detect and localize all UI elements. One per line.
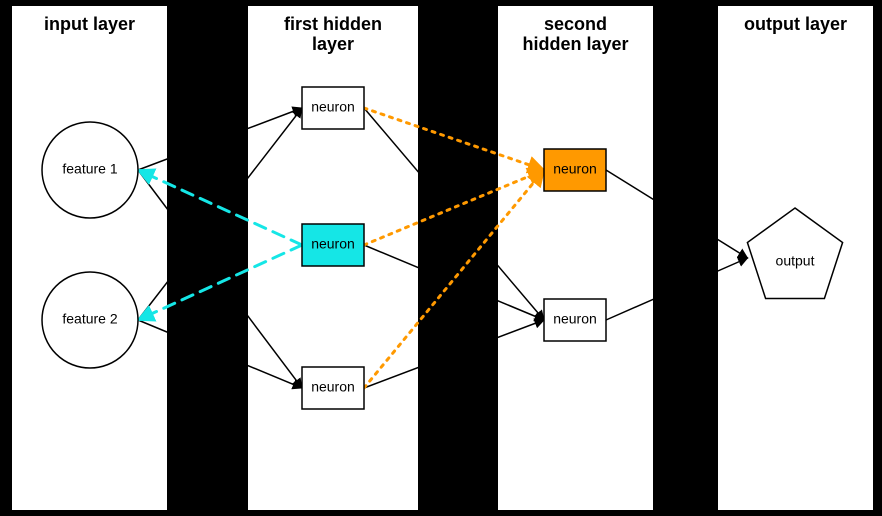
node-label-input2: feature 2 <box>62 311 117 327</box>
node-label-h1n1: neuron <box>311 99 355 115</box>
panel-title-hidden1: first hidden <box>284 14 382 34</box>
node-label-h1n2: neuron <box>311 236 355 252</box>
panel-title-input: input layer <box>44 14 135 34</box>
node-label-out: output <box>776 253 815 269</box>
panel-title-hidden1-l2: layer <box>312 34 354 54</box>
panel-title-output: output layer <box>744 14 847 34</box>
panels <box>12 6 873 510</box>
nn-diagram: feature 1 feature 2 neuron neuron neuron neur… <box>0 0 882 516</box>
panel-hidden2 <box>498 6 653 510</box>
node-label-input1: feature 1 <box>62 161 117 177</box>
node-label-h2n1: neuron <box>553 161 597 177</box>
node-label-h2n2: neuron <box>553 311 597 327</box>
panel-title-hidden2-l2: hidden layer <box>522 34 628 54</box>
panel-input <box>12 6 167 510</box>
edges <box>138 108 748 388</box>
node-label-h1n3: neuron <box>311 379 355 395</box>
panel-title-hidden2: second <box>544 14 607 34</box>
